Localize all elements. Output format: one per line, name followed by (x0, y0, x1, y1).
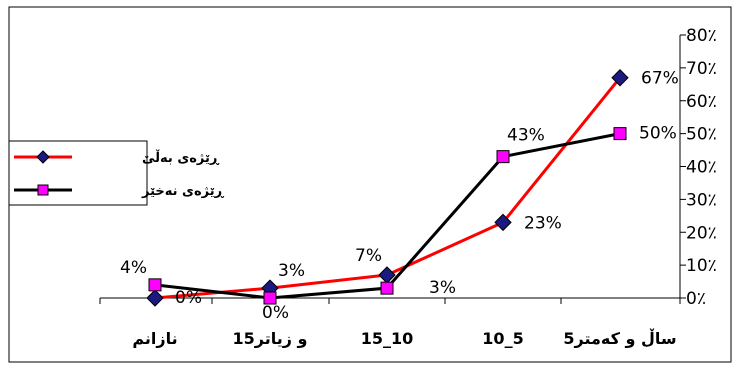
y-tick-label: 30٪ (686, 190, 717, 210)
data-point (148, 278, 162, 292)
data-label: 0% (175, 288, 202, 308)
legend: ڕێژەی بەڵێ ڕێژەی نەخێر (8, 140, 225, 206)
series-layer (146, 69, 629, 307)
data-point (613, 127, 627, 141)
y-tick-label: 0٪ (686, 289, 706, 309)
data-point (496, 150, 510, 164)
y-axis-ticks: 0٪ 10٪ 20٪ 30٪ 40٪ 50٪ 60٪ 70٪ 80٪ (680, 26, 717, 309)
x-tick-label: 15و زیاتر (233, 329, 308, 348)
x-tick-label: 15_10 (361, 329, 414, 348)
y-tick-label: 60٪ (686, 92, 717, 112)
y-tick-label: 80٪ (686, 26, 717, 46)
y-tick-label: 10٪ (686, 256, 717, 276)
data-label: 43% (507, 126, 545, 146)
data-label: 4% (120, 258, 147, 278)
data-label: 50% (639, 124, 677, 144)
legend-box (8, 140, 148, 206)
x-tick-label: نازانم (132, 329, 177, 348)
data-label: 23% (524, 213, 562, 233)
legend-marker-yes (36, 150, 50, 164)
data-label: 0% (262, 303, 289, 323)
data-labels: 0% 3% 7% 23% 67% 4% 0% 3% 43% 50% (120, 69, 679, 323)
y-tick-label: 70٪ (686, 59, 717, 79)
x-axis-ticks: نازانم 15و زیاتر 15_10 10_5 5ساڵ و کەمتر (99, 298, 681, 348)
data-point (380, 281, 394, 295)
data-label: 7% (355, 246, 382, 266)
y-tick-label: 40٪ (686, 158, 717, 178)
data-point (263, 291, 277, 305)
data-label: 3% (278, 261, 305, 281)
y-tick-label: 20٪ (686, 223, 717, 243)
legend-marker-no (37, 184, 49, 196)
y-tick-label: 50٪ (686, 125, 717, 145)
data-label: 3% (429, 278, 456, 298)
x-tick-label: 5ساڵ و کەمتر (563, 328, 676, 348)
legend-label-yes: ڕێژەی بەڵێ (142, 149, 220, 166)
x-tick-label: 10_5 (482, 329, 523, 348)
data-point (611, 69, 629, 87)
legend-label-no: ڕێژەی نەخێر (141, 184, 225, 199)
data-point (494, 213, 512, 232)
data-point (146, 289, 164, 307)
data-label: 67% (641, 69, 679, 89)
